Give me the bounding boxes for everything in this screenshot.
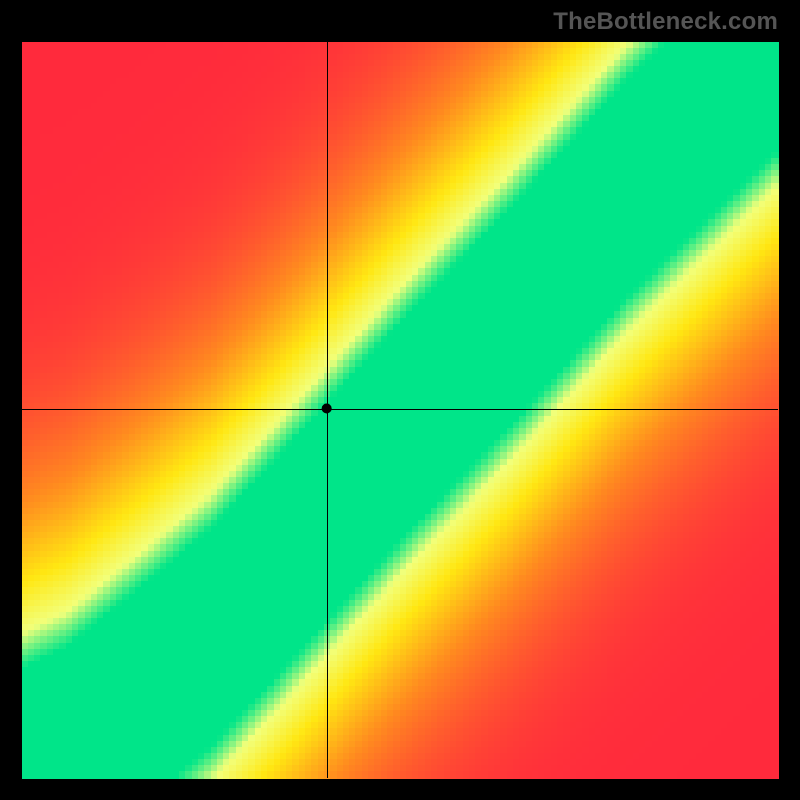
chart-container: TheBottleneck.com — [0, 0, 800, 800]
watermark-text: TheBottleneck.com — [553, 8, 778, 36]
heatmap-canvas — [0, 0, 800, 800]
